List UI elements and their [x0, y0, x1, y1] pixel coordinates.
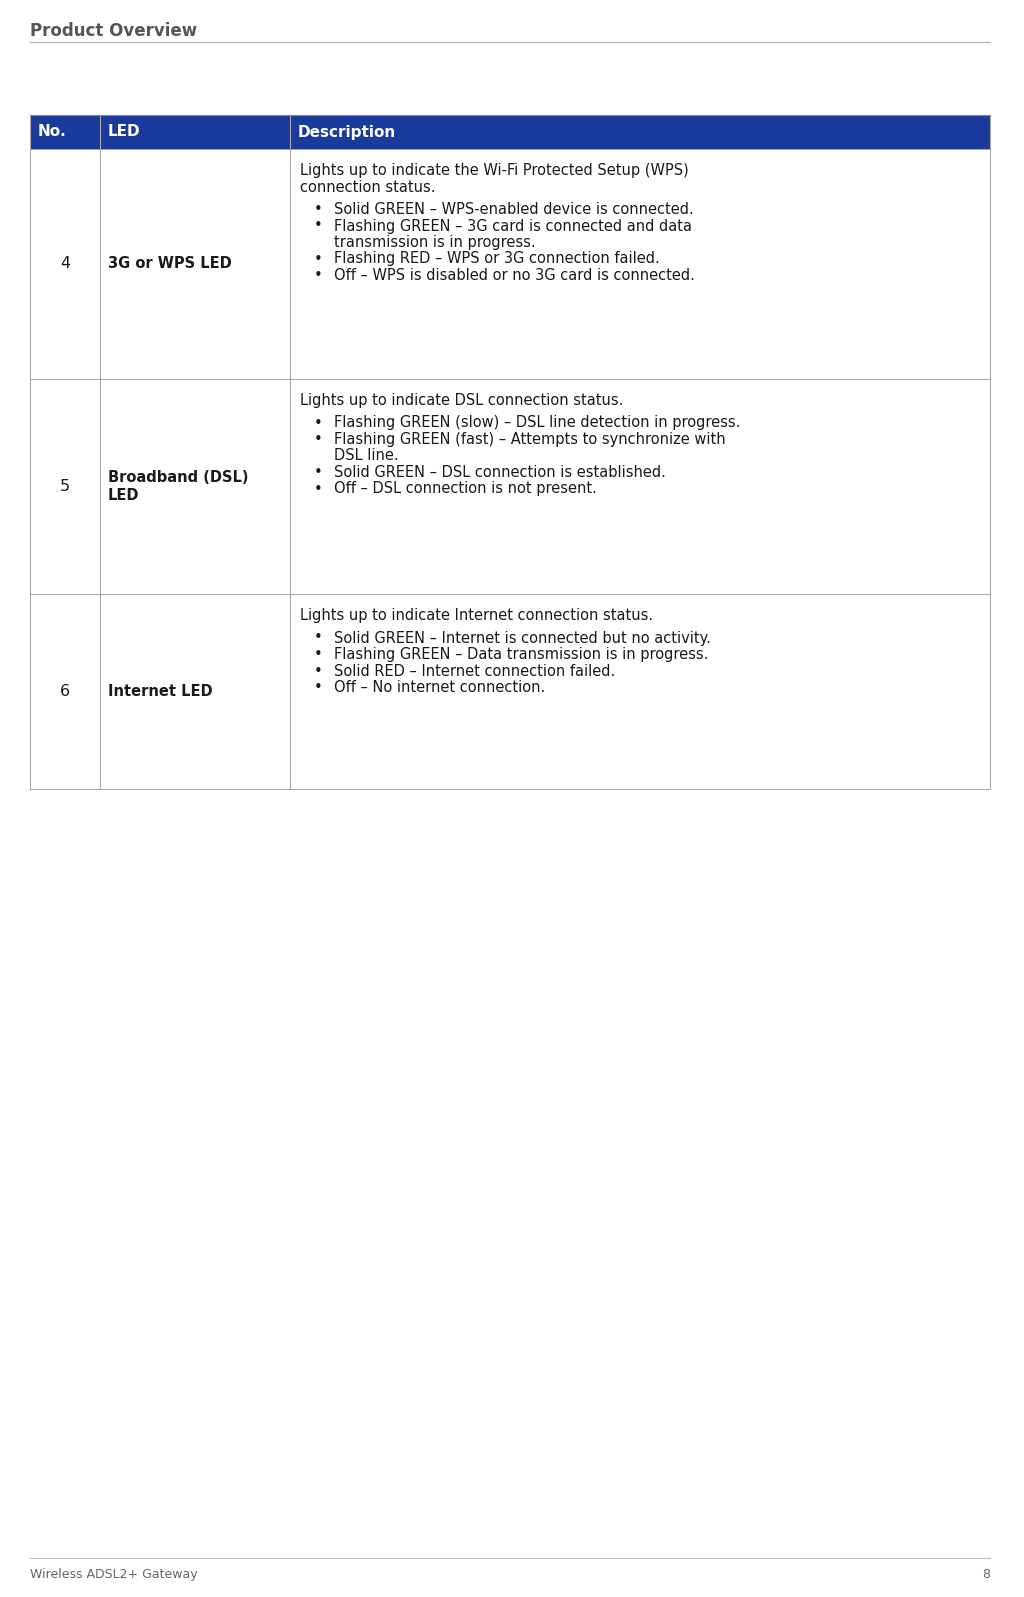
Bar	[30, 149, 990, 378]
Text: 6: 6	[60, 684, 70, 699]
Text: LED: LED	[108, 125, 140, 139]
Text: Product Overview: Product Overview	[30, 22, 198, 40]
Bar	[30, 378, 990, 594]
Text: Solid GREEN – Internet is connected but no activity.: Solid GREEN – Internet is connected but …	[334, 631, 711, 645]
Text: •: •	[313, 415, 323, 431]
Bar	[30, 594, 990, 789]
Text: Lights up to indicate DSL connection status.: Lights up to indicate DSL connection sta…	[300, 393, 624, 407]
Text: transmission is in progress.: transmission is in progress.	[334, 235, 536, 251]
Text: •: •	[313, 251, 323, 267]
Text: Wireless ADSL2+ Gateway: Wireless ADSL2+ Gateway	[30, 1568, 198, 1581]
Text: Flashing GREEN (slow) – DSL line detection in progress.: Flashing GREEN (slow) – DSL line detecti…	[334, 415, 740, 431]
Text: •: •	[313, 631, 323, 645]
Text: DSL line.: DSL line.	[334, 449, 398, 463]
Text: •: •	[313, 465, 323, 481]
Text: Description: Description	[298, 125, 396, 139]
Text: Flashing RED – WPS or 3G connection failed.: Flashing RED – WPS or 3G connection fail…	[334, 251, 659, 267]
Text: No.: No.	[38, 125, 67, 139]
Text: 5: 5	[60, 479, 70, 493]
Text: Off – WPS is disabled or no 3G card is connected.: Off – WPS is disabled or no 3G card is c…	[334, 268, 695, 283]
Text: •: •	[313, 433, 323, 447]
Text: Off – No internet connection.: Off – No internet connection.	[334, 680, 545, 695]
Text: Flashing GREEN (fast) – Attempts to synchronize with: Flashing GREEN (fast) – Attempts to sync…	[334, 433, 726, 447]
Text: 8: 8	[982, 1568, 990, 1581]
Text: Lights up to indicate the Wi-Fi Protected Setup (WPS): Lights up to indicate the Wi-Fi Protecte…	[300, 163, 689, 177]
Text: •: •	[313, 680, 323, 695]
Text: Solid GREEN – DSL connection is established.: Solid GREEN – DSL connection is establis…	[334, 465, 666, 481]
Text: Solid GREEN – WPS-enabled device is connected.: Solid GREEN – WPS-enabled device is conn…	[334, 201, 693, 217]
Bar	[30, 115, 990, 149]
Text: •: •	[313, 219, 323, 233]
Text: Broadband (DSL)
LED: Broadband (DSL) LED	[108, 470, 249, 503]
Text: Solid RED – Internet connection failed.: Solid RED – Internet connection failed.	[334, 663, 615, 679]
Text: Flashing GREEN – Data transmission is in progress.: Flashing GREEN – Data transmission is in…	[334, 647, 709, 663]
Text: Internet LED: Internet LED	[108, 684, 213, 699]
Text: connection status.: connection status.	[300, 179, 435, 195]
Text: Flashing GREEN – 3G card is connected and data: Flashing GREEN – 3G card is connected an…	[334, 219, 692, 233]
Text: Lights up to indicate Internet connection status.: Lights up to indicate Internet connectio…	[300, 608, 653, 623]
Text: •: •	[313, 201, 323, 217]
Text: •: •	[313, 482, 323, 497]
Text: Off – DSL connection is not present.: Off – DSL connection is not present.	[334, 482, 597, 497]
Text: •: •	[313, 663, 323, 679]
Text: •: •	[313, 268, 323, 283]
Text: 3G or WPS LED: 3G or WPS LED	[108, 257, 231, 271]
Text: 4: 4	[60, 257, 70, 271]
Text: •: •	[313, 647, 323, 663]
